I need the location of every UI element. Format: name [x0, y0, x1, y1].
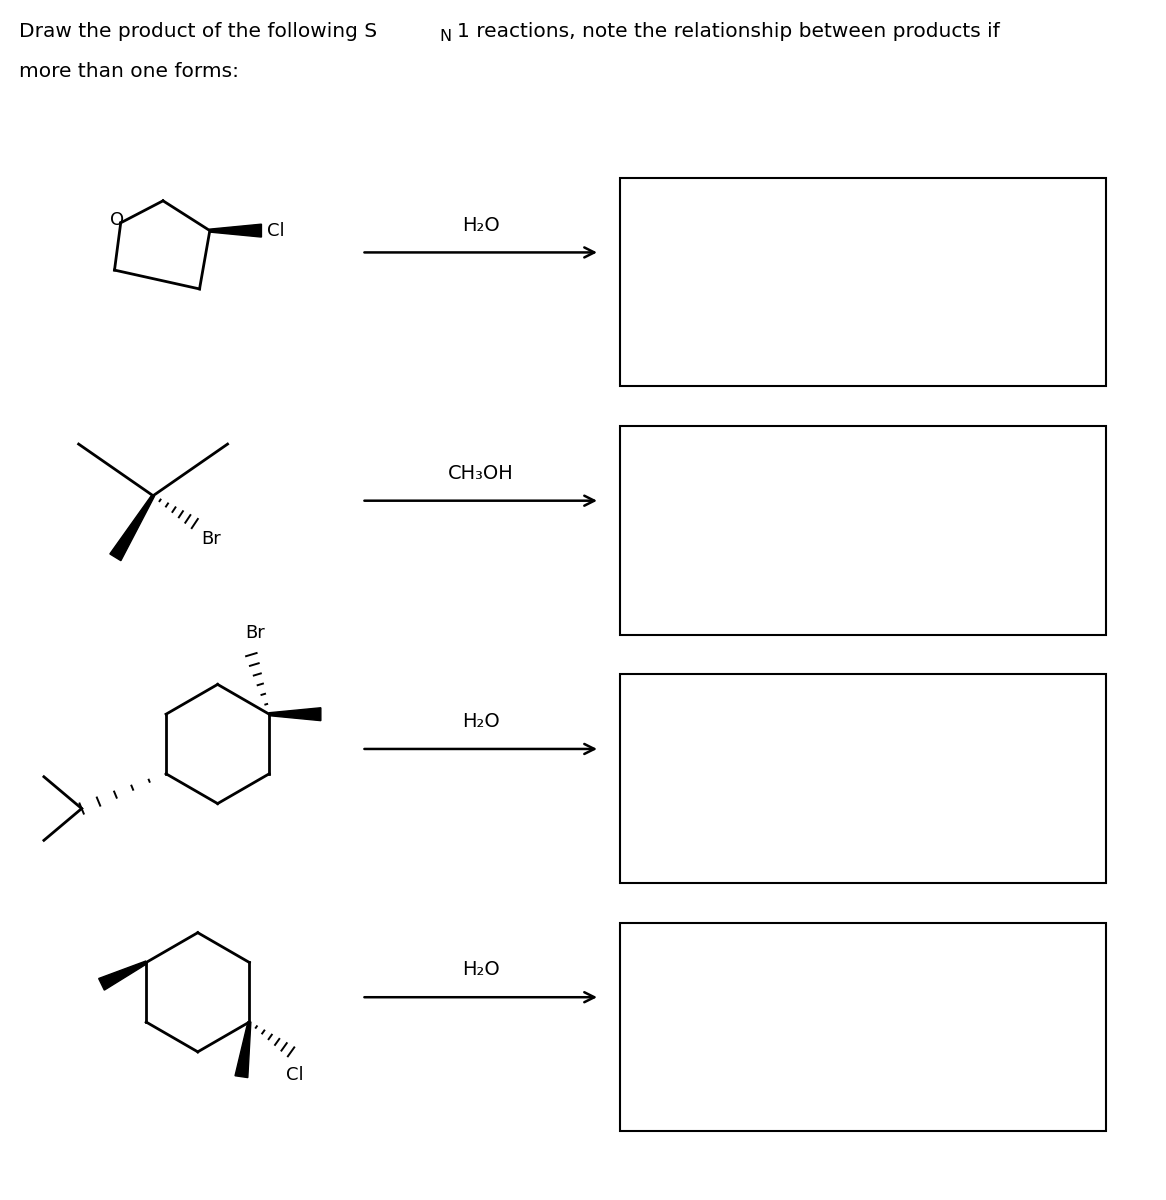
Polygon shape: [210, 224, 261, 238]
Text: Cl: Cl: [267, 222, 285, 240]
Polygon shape: [236, 1022, 251, 1078]
Text: CH₃OH: CH₃OH: [448, 464, 513, 482]
Text: H₂O: H₂O: [462, 712, 499, 731]
Text: O: O: [110, 211, 124, 229]
Bar: [620, 178, 1107, 386]
Polygon shape: [110, 494, 154, 560]
Text: more than one forms:: more than one forms:: [19, 61, 239, 80]
Text: Br: Br: [246, 624, 265, 642]
Text: 1 reactions, note the relationship between products if: 1 reactions, note the relationship betwe…: [457, 22, 999, 41]
Text: Cl: Cl: [286, 1066, 304, 1084]
Polygon shape: [269, 708, 321, 721]
Bar: [620, 674, 1107, 883]
Text: H₂O: H₂O: [462, 216, 499, 234]
Text: H₂O: H₂O: [462, 960, 499, 979]
Bar: [620, 923, 1107, 1132]
Bar: [620, 426, 1107, 635]
Text: N: N: [440, 29, 451, 44]
Text: Br: Br: [201, 530, 220, 548]
Text: Draw the product of the following S: Draw the product of the following S: [19, 22, 377, 41]
Polygon shape: [99, 961, 147, 990]
